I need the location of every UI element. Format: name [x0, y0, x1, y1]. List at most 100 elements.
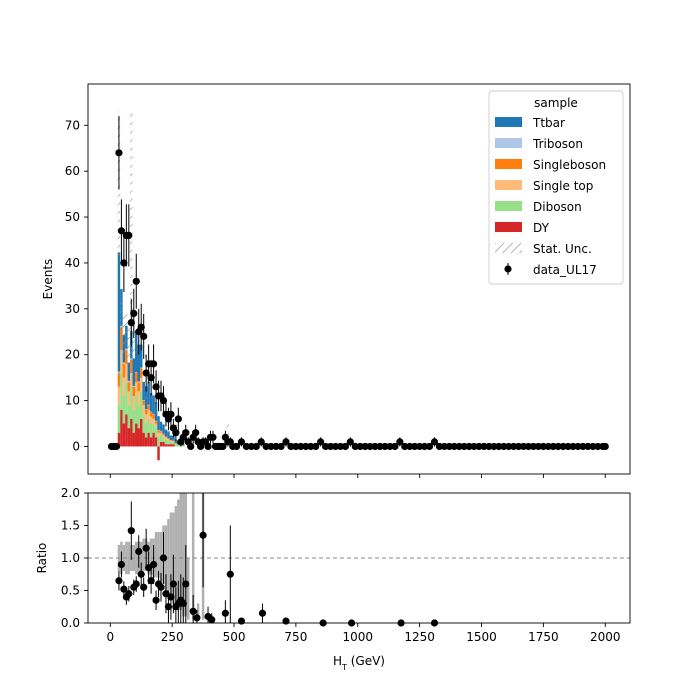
bar-singleboson	[147, 405, 150, 410]
legend-swatch-singleboson	[495, 159, 522, 169]
bar-dy	[125, 414, 128, 447]
data-point	[252, 442, 260, 451]
data-point	[366, 442, 374, 451]
bar-diboson	[147, 418, 150, 433]
ratio-x-tick-label: 750	[284, 630, 307, 644]
data-point	[411, 442, 419, 451]
data-point	[237, 438, 246, 446]
bar-ttbar	[132, 358, 136, 386]
x-label-unit: (GeV)	[347, 654, 385, 668]
bar-triboson	[125, 348, 128, 351]
bar-ttbar	[164, 429, 168, 437]
bar-singleboson	[144, 409, 148, 415]
data-point	[465, 442, 473, 451]
bar-diboson	[135, 396, 138, 424]
bar-triboson	[117, 371, 121, 374]
bar-ttbar	[135, 330, 138, 373]
bar-diboson	[167, 440, 170, 445]
legend-label: Stat. Unc.	[533, 242, 592, 256]
stacked-histogram	[117, 252, 185, 461]
bar-dy	[159, 441, 163, 447]
main-axes-frame	[87, 83, 631, 475]
bar-single-top	[172, 440, 175, 442]
main-x-ticks	[109, 474, 606, 478]
data-point	[495, 442, 503, 451]
bar-dy	[164, 444, 168, 447]
bar-singleboson	[117, 373, 121, 387]
data-point	[564, 442, 572, 451]
bar-single-top	[137, 391, 140, 406]
legend-label: Diboson	[533, 200, 582, 214]
ratio-unc-bar	[149, 538, 153, 575]
bar-single-top	[152, 418, 155, 424]
data-point	[485, 442, 493, 451]
data-point	[159, 396, 168, 405]
bar-ttbar	[154, 402, 158, 421]
ratio-x-tick-label: 1500	[466, 630, 497, 644]
data-point	[297, 442, 305, 451]
bar-ttbar	[142, 381, 145, 401]
data-point	[480, 442, 488, 451]
bar-ttbar	[159, 421, 163, 431]
bar-single-top	[125, 363, 128, 383]
ratio-point	[142, 544, 150, 552]
bar-singleboson	[157, 430, 160, 433]
ratio-point	[140, 583, 148, 591]
data-point	[529, 442, 538, 451]
ratio-x-tick-label: 1000	[342, 630, 373, 644]
ratio-point	[152, 596, 160, 604]
bar-single-top	[132, 396, 136, 410]
bar-dy	[157, 446, 160, 461]
data-point	[137, 323, 145, 331]
ratio-x-ticks: 0 250 500 750 1000 1250 1500 1750 2000	[106, 623, 621, 644]
stat-unc-hatch	[127, 318, 131, 364]
bar-diboson	[127, 405, 131, 429]
legend-box	[488, 90, 624, 285]
bar-diboson	[117, 405, 121, 433]
bar-dy	[154, 437, 158, 447]
bar-singleboson	[167, 438, 170, 440]
bar-diboson	[164, 439, 168, 445]
ratio-point	[147, 577, 155, 585]
ratio-unc-bar	[177, 499, 180, 610]
data-point	[356, 442, 364, 451]
bar-diboson	[120, 373, 123, 410]
bar-dy	[130, 418, 133, 447]
ratio-point	[237, 617, 246, 625]
ratio-unc-bar	[174, 506, 178, 604]
ratio-unc-bar	[135, 541, 138, 575]
bar-diboson	[159, 435, 163, 442]
data-point	[450, 442, 458, 451]
x-axis-label: HT (GeV)	[333, 654, 385, 672]
data-point	[559, 442, 567, 451]
data-point	[132, 277, 140, 285]
bar-singleboson	[152, 414, 155, 419]
ratio-point	[167, 593, 175, 601]
bar-dy	[137, 428, 140, 447]
data-point	[440, 442, 448, 451]
data-point	[569, 442, 577, 451]
bar-singleboson	[122, 363, 126, 378]
ratio-x-tick-label: 250	[161, 630, 184, 644]
x-label-main: H	[333, 654, 342, 668]
data-point	[331, 442, 340, 451]
bar-dy	[147, 432, 150, 447]
bar-ttbar	[117, 252, 121, 372]
ratio-point	[125, 590, 133, 598]
bar-single-top	[149, 416, 153, 424]
data-point	[312, 442, 320, 451]
data-point	[381, 442, 389, 451]
bar-ttbar	[167, 431, 170, 439]
data-point	[574, 442, 582, 451]
data-point	[519, 442, 528, 451]
ratio-point	[120, 585, 128, 593]
data-point	[317, 438, 325, 446]
bar-single-top	[144, 414, 148, 424]
data-point	[544, 442, 552, 451]
data-point	[112, 442, 121, 451]
data-point	[510, 442, 518, 451]
data-point	[321, 442, 330, 451]
data-point	[247, 442, 255, 451]
data-point	[500, 442, 508, 451]
bar-diboson	[144, 423, 148, 438]
